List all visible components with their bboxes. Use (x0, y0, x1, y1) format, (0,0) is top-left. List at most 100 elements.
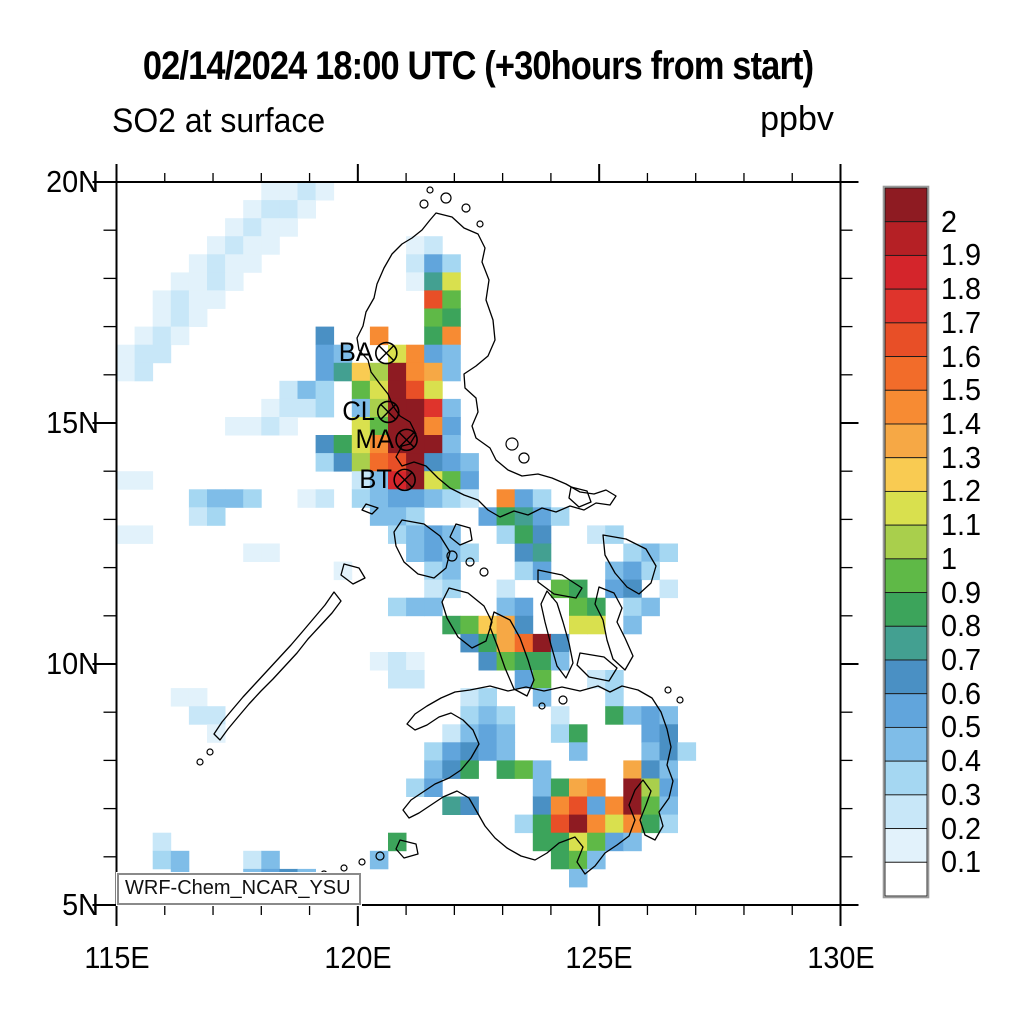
heatmap-cell (170, 326, 190, 346)
heatmap-cell (496, 525, 516, 544)
station-label-ma: MA (355, 423, 394, 454)
lon-tick-label: 115E (83, 940, 150, 975)
heatmap-cell (460, 796, 479, 815)
colorbar-band (884, 288, 928, 324)
heatmap-cell (442, 742, 461, 761)
heatmap-cell (514, 652, 534, 671)
heatmap-cell (369, 380, 389, 400)
heatmap-cell (297, 182, 316, 201)
heatmap-cell (134, 326, 154, 346)
heatmap-cell (207, 272, 226, 291)
colorbar-tick-label: 1.5 (941, 372, 982, 408)
small-island (426, 186, 434, 194)
heatmap-cell (587, 796, 606, 815)
colorbar-tick-label: 0.4 (941, 743, 982, 779)
heatmap-cell (478, 652, 497, 671)
colorbar-tick-label: 0.1 (941, 844, 982, 880)
heatmap-cell (496, 760, 516, 779)
colorbar-band (884, 625, 928, 661)
heatmap-cell (261, 850, 280, 870)
heatmap-cell (297, 380, 316, 400)
heatmap-cell (388, 652, 407, 671)
heatmap-cell (170, 688, 190, 707)
small-island (440, 192, 452, 204)
heatmap-cell (351, 417, 371, 436)
heatmap-cell (478, 742, 497, 761)
colorbar-band (884, 592, 928, 627)
heatmap-cell (587, 778, 606, 797)
heatmap-cell (388, 489, 407, 508)
heatmap-cell (460, 760, 479, 779)
heatmap-cell (369, 652, 389, 671)
heatmap-cell (424, 561, 443, 581)
heatmap-cell (424, 254, 443, 273)
heatmap-cell (605, 796, 624, 815)
coastline-path (602, 534, 657, 595)
colorbar-band (884, 794, 928, 830)
coastline-path (402, 685, 674, 875)
heatmap-cell (369, 435, 389, 454)
heatmap-cell (605, 706, 624, 725)
heatmap-cell (261, 236, 280, 255)
heatmap-cell (569, 796, 588, 815)
small-island (664, 686, 672, 694)
heatmap-cell (514, 615, 534, 635)
heatmap-cell (152, 832, 172, 852)
heatmap-cell (188, 706, 208, 725)
heatmap-cell (279, 200, 298, 219)
model-label-box: WRF-Chem_NCAR_YSU (117, 873, 361, 905)
heatmap-cell (225, 417, 244, 436)
heatmap-cell (569, 778, 588, 797)
small-island (196, 758, 204, 766)
heatmap-cell (442, 489, 461, 508)
heatmap-cell (152, 308, 172, 327)
heatmap-cell (496, 633, 516, 653)
colorbar-band (884, 659, 928, 695)
coastline-path (576, 652, 618, 682)
colorbar-tick-label: 0.5 (941, 709, 982, 745)
heatmap-cell (369, 507, 389, 526)
coastline-path (594, 586, 634, 671)
heatmap-cell (550, 633, 570, 653)
heatmap-cell (207, 724, 226, 743)
heatmap-cell (623, 796, 642, 815)
colorbar-tick-label: 1.9 (941, 237, 982, 273)
heatmap-cell (261, 417, 280, 436)
heatmap-cell (243, 236, 262, 255)
heatmap-cell (207, 236, 226, 255)
colorbar-tick-label: 0.8 (941, 608, 982, 644)
station-marker-cross (398, 432, 415, 448)
heatmap-cell (369, 453, 389, 472)
heatmap-cell (424, 398, 443, 418)
heatmap-cell (388, 471, 407, 490)
small-island (340, 864, 348, 872)
colorbar-band (884, 524, 928, 560)
heatmap-cell (188, 290, 208, 309)
heatmap-cell (569, 814, 588, 834)
heatmap-cell (442, 326, 461, 346)
heatmap-cell (478, 633, 497, 653)
colorbar-band (884, 726, 928, 762)
heatmap-cell (478, 615, 497, 635)
heatmap-cell (587, 525, 606, 544)
heatmap-cell (460, 742, 479, 761)
heatmap-cell (641, 561, 660, 581)
heatmap-cell (152, 326, 172, 346)
heatmap-cell (333, 561, 353, 581)
heatmap-cell (659, 796, 678, 815)
heatmap-cell (460, 615, 479, 635)
coastline-path (213, 591, 342, 741)
model-label: WRF-Chem_NCAR_YSU (125, 877, 351, 899)
colorbar-band (884, 221, 928, 256)
heatmap-cell (605, 832, 624, 852)
colorbar-tick-label: 1.7 (941, 304, 982, 340)
heatmap-cell (315, 435, 335, 454)
heatmap-cell (460, 489, 479, 508)
heatmap-cell (134, 525, 154, 544)
heatmap-cell (406, 543, 425, 562)
colorbar-tick-label: 1.8 (941, 271, 982, 307)
heatmap-cell (315, 182, 335, 201)
heatmap-cell (442, 290, 461, 309)
heatmap-cell (243, 417, 262, 436)
